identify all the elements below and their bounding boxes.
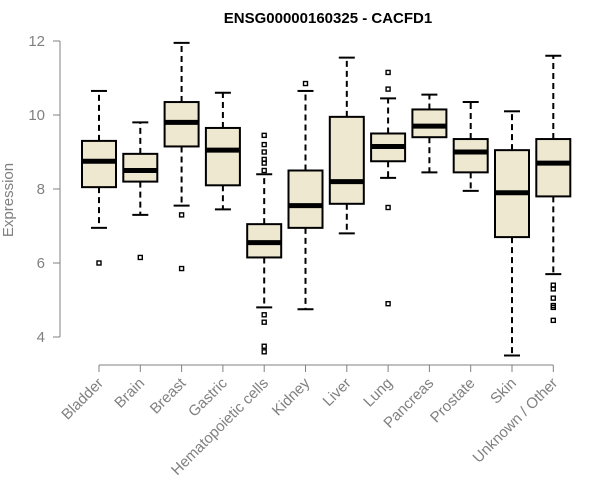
outlier-point (261, 132, 267, 139)
box-iqr (81, 139, 117, 189)
outlier-point (302, 80, 309, 87)
box-bladder (81, 89, 117, 266)
outlier-point (137, 254, 144, 261)
outlier-point (261, 319, 267, 325)
chart-title: ENSG00000160325 - CACFD1 (224, 10, 432, 27)
x-tick-label-breast: Breast (147, 374, 190, 417)
outlier-point (261, 312, 267, 318)
x-tick-label-prostate: Prostate (427, 375, 479, 427)
outlier-point (261, 160, 267, 166)
box-hematopoietic-cells (246, 132, 283, 355)
outlier-point (385, 69, 391, 76)
y-tick-label-6: 6 (37, 255, 45, 272)
y-axis: 4 6 8 10 12 (28, 33, 61, 346)
outlier-point (261, 141, 267, 148)
x-tick-label-brain: Brain (111, 375, 148, 412)
box-prostate (452, 101, 489, 192)
x-tick-label-bladder: Bladder (58, 375, 107, 424)
y-tick-label-4: 4 (37, 329, 45, 346)
outlier-point (96, 260, 102, 266)
box-gastric (204, 91, 241, 211)
box-liver (328, 56, 365, 235)
outlier-point (261, 343, 267, 349)
box-pancreas (411, 93, 448, 174)
box-iqr (452, 138, 489, 174)
outlier-point (550, 317, 556, 324)
box-iqr (204, 126, 241, 187)
box-brain (122, 121, 159, 261)
y-tick-label-12: 12 (28, 33, 45, 50)
box-unknown-other (535, 54, 572, 324)
box-skin (494, 110, 530, 357)
boxes-group (81, 41, 572, 357)
outlier-point (261, 349, 267, 355)
box-iqr (535, 138, 572, 198)
box-kidney (287, 80, 324, 311)
outlier-point (261, 167, 267, 174)
box-iqr (411, 108, 448, 139)
box-breast (163, 41, 200, 272)
box-iqr (287, 169, 324, 229)
outlier-point (385, 204, 391, 211)
outlier-point (550, 286, 556, 292)
box-iqr (328, 115, 365, 205)
outlier-point (385, 86, 391, 92)
box-lung (370, 69, 407, 307)
box-iqr (122, 152, 159, 183)
outlier-point (261, 149, 267, 155)
outlier-point (178, 265, 185, 272)
x-tick-label-liver: Liver (320, 375, 355, 410)
y-tick-label-10: 10 (28, 107, 45, 124)
x-tick-label-kidney: Kidney (269, 374, 314, 419)
x-tick-label-lung: Lung (360, 375, 396, 411)
outlier-point (550, 304, 556, 311)
x-tick-label-skin: Skin (487, 375, 520, 408)
y-tick-label-8: 8 (37, 181, 45, 198)
y-axis-label: Expression (0, 163, 17, 237)
outlier-point (550, 295, 556, 301)
outlier-point (385, 301, 391, 307)
outlier-point (178, 212, 185, 218)
